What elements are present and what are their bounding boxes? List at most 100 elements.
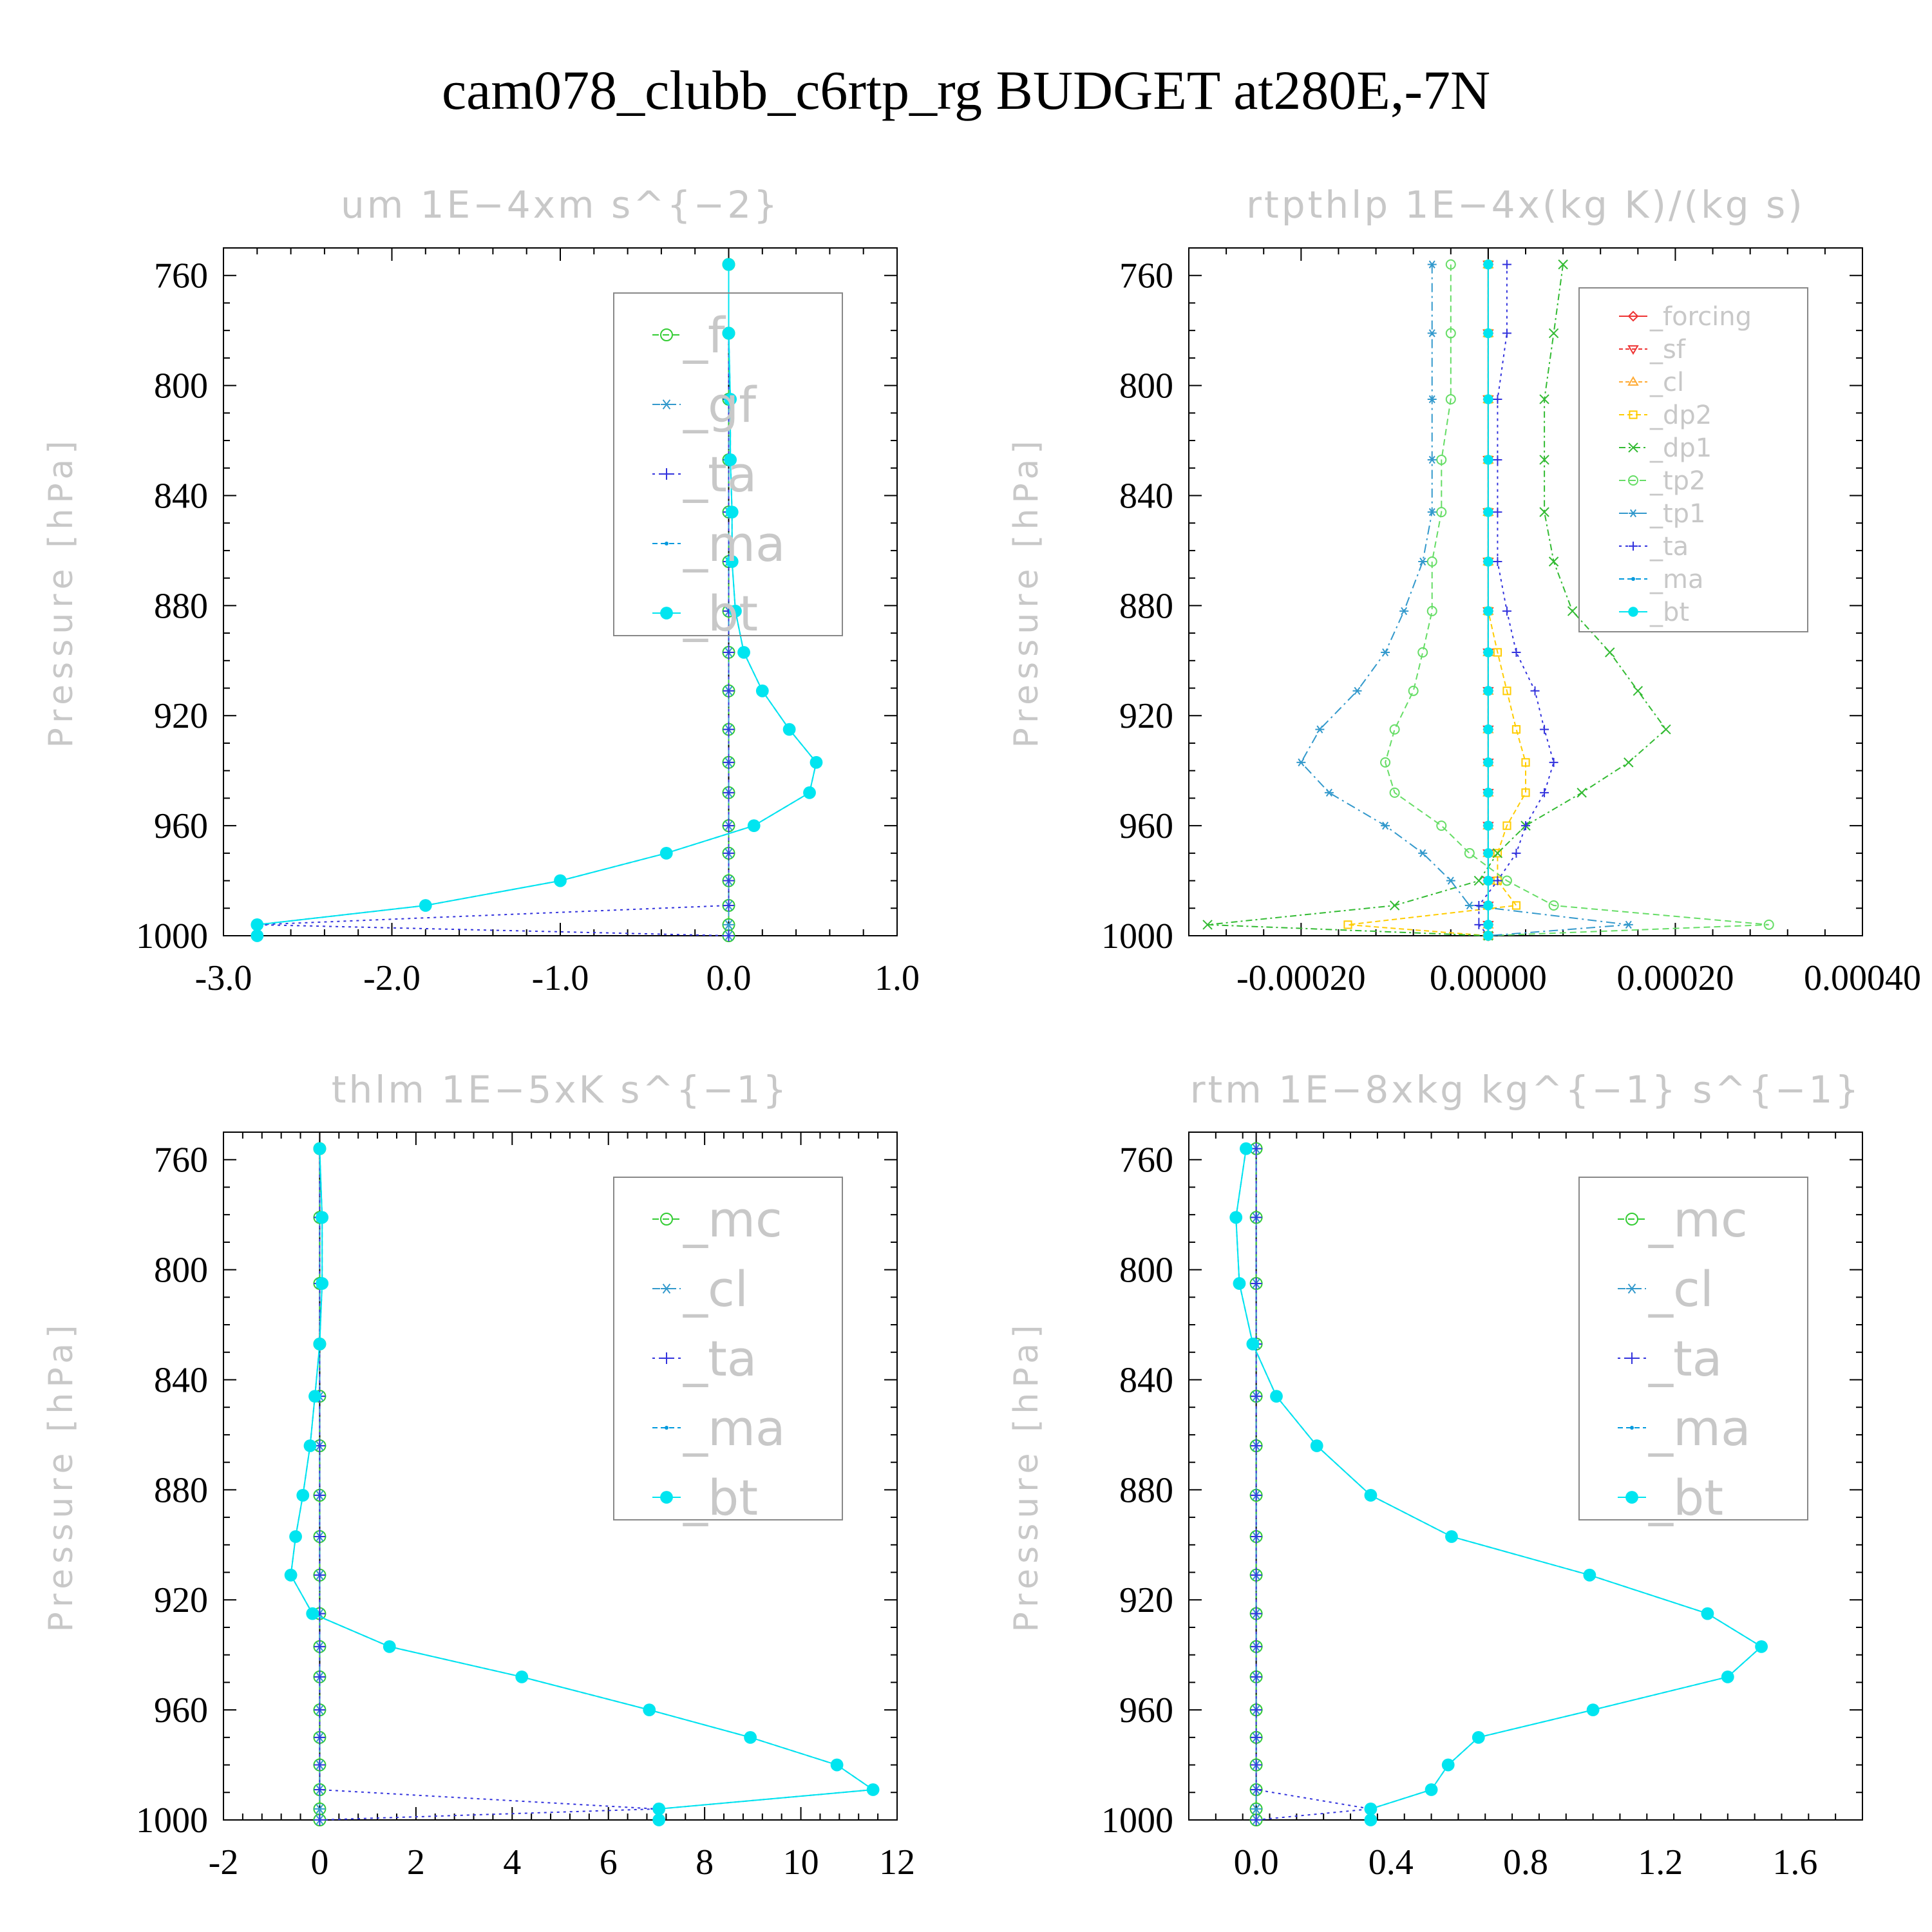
legend-entry: _tp1 [1649, 499, 1706, 529]
y-axis-label: Pressure [hPa] [1007, 1320, 1046, 1633]
legend-entry: _ta [1649, 532, 1689, 562]
data-point [1483, 875, 1493, 886]
panel-title: um 1E−4xm s^{−2} [341, 183, 780, 227]
legend-entry: _gf [683, 376, 757, 433]
data-point [723, 786, 735, 799]
data-point [1548, 328, 1559, 339]
legend-box [613, 1177, 843, 1520]
series-ta [1474, 260, 1558, 940]
data-point [314, 1804, 326, 1814]
data-point [1521, 821, 1530, 831]
data-point [1548, 556, 1559, 567]
data-point [1250, 1704, 1262, 1716]
y-tick-label: 880 [154, 1470, 208, 1510]
data-point [1483, 931, 1493, 941]
data-point [1483, 647, 1493, 658]
series-line [319, 1148, 657, 1821]
series-line [1255, 1148, 1371, 1821]
data-point [1436, 454, 1447, 465]
data-point [660, 328, 673, 341]
data-point [1464, 848, 1475, 858]
data-point [1539, 394, 1549, 404]
data-point [725, 506, 739, 519]
y-axis-label: Pressure [hPa] [42, 1320, 80, 1633]
data-point [314, 1704, 326, 1716]
data-point [737, 646, 750, 659]
y-tick-label: 760 [1119, 256, 1173, 296]
x-tick-label: 0.0 [1234, 1842, 1279, 1882]
y-tick-label: 800 [154, 366, 208, 406]
data-point [251, 918, 264, 931]
data-point [661, 1352, 672, 1364]
y-tick-label: 920 [154, 1580, 208, 1620]
legend-entry: _bt [683, 1469, 758, 1526]
x-tick-label: 8 [696, 1842, 714, 1882]
data-point [515, 1670, 529, 1683]
data-point [1427, 455, 1437, 464]
y-tick-label: 920 [1119, 696, 1173, 736]
data-point [1364, 1814, 1378, 1826]
legend-entry: _dp1 [1649, 433, 1712, 463]
data-point [1493, 648, 1502, 657]
x-tick-label: -2.0 [363, 958, 421, 998]
legend-entry: _forcing [1649, 302, 1752, 332]
y-tick-label: 920 [154, 696, 208, 736]
y-tick-label: 880 [1119, 586, 1173, 626]
series-ta [314, 1142, 663, 1826]
legend-box [613, 292, 843, 636]
legend: _mc _cl _ta _ma _bt [613, 1177, 843, 1526]
data-point [722, 327, 735, 340]
legend-entry: _bt [1648, 1469, 1723, 1526]
data-point [1436, 507, 1447, 518]
legend-entry: _cl [683, 1260, 748, 1318]
data-point [1577, 788, 1587, 798]
data-point [1233, 1277, 1246, 1290]
data-point [1483, 848, 1493, 858]
data-point [660, 607, 673, 620]
data-point [782, 723, 796, 736]
legend-entry: _ta [683, 446, 757, 503]
data-point [665, 542, 668, 545]
y-tick-label: 800 [1119, 1251, 1173, 1291]
data-point [1426, 605, 1437, 616]
data-point [289, 1530, 302, 1543]
data-point [1250, 1390, 1262, 1403]
data-point [1425, 1783, 1438, 1796]
data-point [1483, 606, 1493, 616]
y-tick-label: 880 [154, 586, 208, 626]
data-point [1483, 820, 1493, 831]
data-point [1389, 787, 1400, 798]
y-tick-label: 1000 [136, 1801, 208, 1841]
x-tick-label: 10 [783, 1842, 819, 1882]
data-point [723, 920, 735, 930]
data-point [1250, 1489, 1262, 1501]
data-point [723, 646, 735, 658]
plot-frame [1188, 1132, 1863, 1821]
data-point [1483, 507, 1493, 517]
plot-frame [1188, 247, 1863, 936]
series-bt [1229, 1142, 1768, 1826]
data-point [1483, 556, 1493, 567]
legend-entry: _ma [1648, 1399, 1751, 1457]
data-point [296, 1489, 310, 1502]
series-line [256, 264, 817, 936]
data-point [303, 1439, 317, 1452]
data-point [1627, 345, 1639, 355]
data-point [1399, 607, 1409, 616]
data-point [314, 1489, 326, 1501]
data-point [1426, 556, 1437, 567]
data-point [1721, 1670, 1734, 1683]
data-point [1441, 1758, 1455, 1772]
data-point [723, 820, 735, 832]
legend-entry: _sf [1649, 335, 1686, 365]
data-point [1436, 820, 1447, 831]
data-point [723, 756, 735, 768]
data-point [1250, 1814, 1262, 1826]
data-point [723, 723, 735, 735]
data-point [1352, 687, 1362, 695]
data-point [1624, 757, 1634, 768]
legend-box [1578, 1177, 1808, 1520]
data-point [1511, 901, 1521, 910]
chart-panel: 760 800 840 880 920 960 1000-3.0 -2.0 -1.0 0.0 1.0… [42, 183, 920, 998]
